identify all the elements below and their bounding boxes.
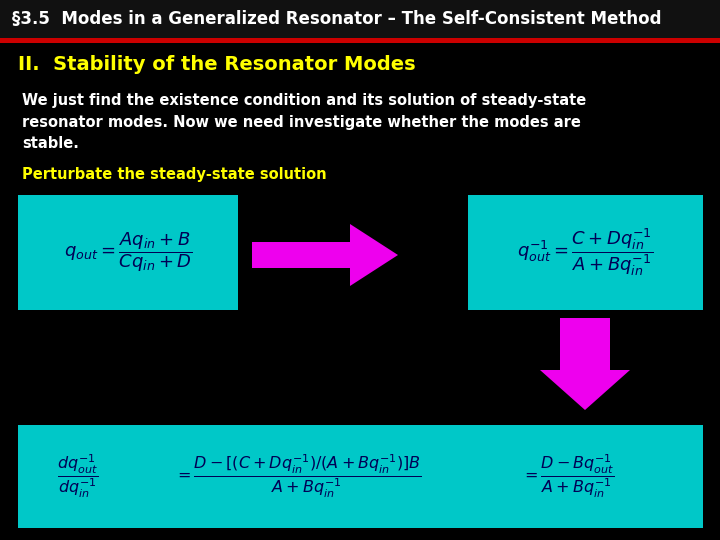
Polygon shape	[252, 224, 398, 286]
Bar	[18, 425, 703, 528]
Text: resonator modes. Now we need investigate whether the modes are: resonator modes. Now we need investigate…	[22, 114, 581, 130]
Text: §3.5  Modes in a Generalized Resonator – The Self-Consistent Method: §3.5 Modes in a Generalized Resonator – …	[12, 10, 662, 28]
Text: Perturbate the steady-state solution: Perturbate the steady-state solution	[22, 167, 327, 183]
Text: $q^{-1}_{out} = \dfrac{C+Dq^{-1}_{in}}{A+Bq^{-1}_{in}}$: $q^{-1}_{out} = \dfrac{C+Dq^{-1}_{in}}{A…	[517, 226, 654, 279]
Text: stable.: stable.	[22, 137, 79, 152]
Bar	[0, 38, 720, 43]
Text: $= \dfrac{D - Bq^{-1}_{out}}{A+Bq^{-1}_{in}}$: $= \dfrac{D - Bq^{-1}_{out}}{A+Bq^{-1}_{…	[521, 453, 615, 500]
Text: $= \dfrac{D - [(C+Dq^{-1}_{in})/(A+Bq^{-1}_{in})]B}{A+Bq^{-1}_{in}}$: $= \dfrac{D - [(C+Dq^{-1}_{in})/(A+Bq^{-…	[174, 453, 422, 500]
Bar	[18, 195, 238, 310]
Text: $q_{out} = \dfrac{Aq_{in}+B}{Cq_{in}+D}$: $q_{out} = \dfrac{Aq_{in}+B}{Cq_{in}+D}$	[63, 231, 192, 274]
Bar	[0, 0, 720, 38]
Bar	[468, 195, 703, 310]
Text: II.  Stability of the Resonator Modes: II. Stability of the Resonator Modes	[18, 56, 415, 75]
Text: We just find the existence condition and its solution of steady-state: We just find the existence condition and…	[22, 92, 586, 107]
Text: $\dfrac{dq^{-1}_{out}}{dq^{-1}_{in}}$: $\dfrac{dq^{-1}_{out}}{dq^{-1}_{in}}$	[58, 453, 99, 500]
Polygon shape	[540, 318, 630, 410]
